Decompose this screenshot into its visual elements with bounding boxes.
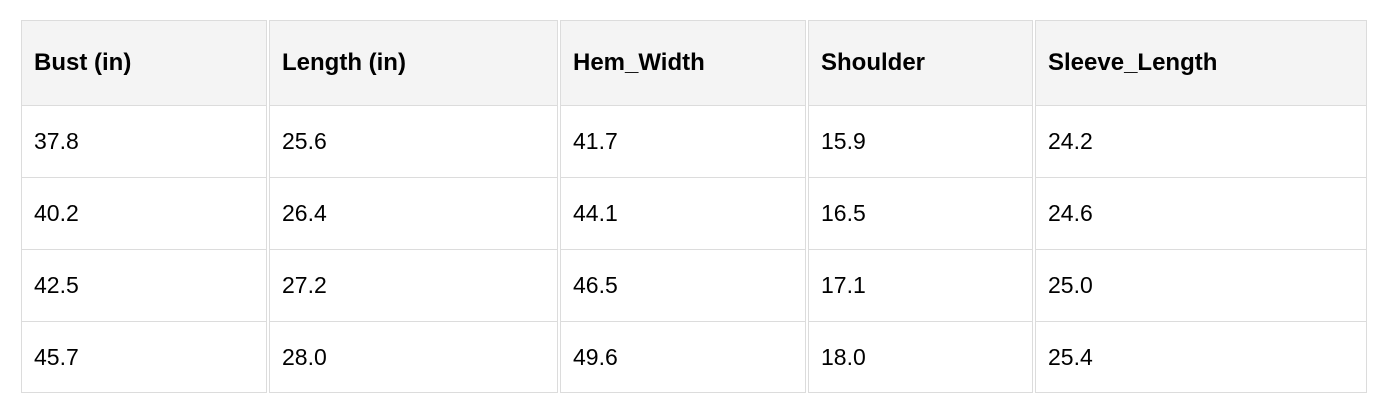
cell-length: 27.2	[269, 249, 558, 321]
cell-sleeve-length: 24.2	[1035, 105, 1367, 177]
measurements-table: Bust (in) Length (in) Hem_Width Shoulder…	[19, 20, 1369, 393]
header-row: Bust (in) Length (in) Hem_Width Shoulder…	[21, 20, 1367, 105]
cell-hem-width: 41.7	[560, 105, 806, 177]
table-row: 42.5 27.2 46.5 17.1 25.0	[21, 249, 1367, 321]
table-row: 45.7 28.0 49.6 18.0 25.4	[21, 321, 1367, 393]
header-hem-width: Hem_Width	[560, 20, 806, 105]
cell-hem-width: 49.6	[560, 321, 806, 393]
cell-bust: 45.7	[21, 321, 267, 393]
cell-length: 25.6	[269, 105, 558, 177]
header-length: Length (in)	[269, 20, 558, 105]
cell-length: 26.4	[269, 177, 558, 249]
cell-shoulder: 16.5	[808, 177, 1033, 249]
cell-bust: 42.5	[21, 249, 267, 321]
cell-sleeve-length: 24.6	[1035, 177, 1367, 249]
table-row: 40.2 26.4 44.1 16.5 24.6	[21, 177, 1367, 249]
cell-hem-width: 44.1	[560, 177, 806, 249]
cell-sleeve-length: 25.4	[1035, 321, 1367, 393]
cell-bust: 40.2	[21, 177, 267, 249]
cell-sleeve-length: 25.0	[1035, 249, 1367, 321]
table-row: 37.8 25.6 41.7 15.9 24.2	[21, 105, 1367, 177]
cell-shoulder: 18.0	[808, 321, 1033, 393]
header-sleeve-length: Sleeve_Length	[1035, 20, 1367, 105]
cell-shoulder: 17.1	[808, 249, 1033, 321]
header-bust: Bust (in)	[21, 20, 267, 105]
cell-bust: 37.8	[21, 105, 267, 177]
header-shoulder: Shoulder	[808, 20, 1033, 105]
cell-length: 28.0	[269, 321, 558, 393]
cell-hem-width: 46.5	[560, 249, 806, 321]
cell-shoulder: 15.9	[808, 105, 1033, 177]
